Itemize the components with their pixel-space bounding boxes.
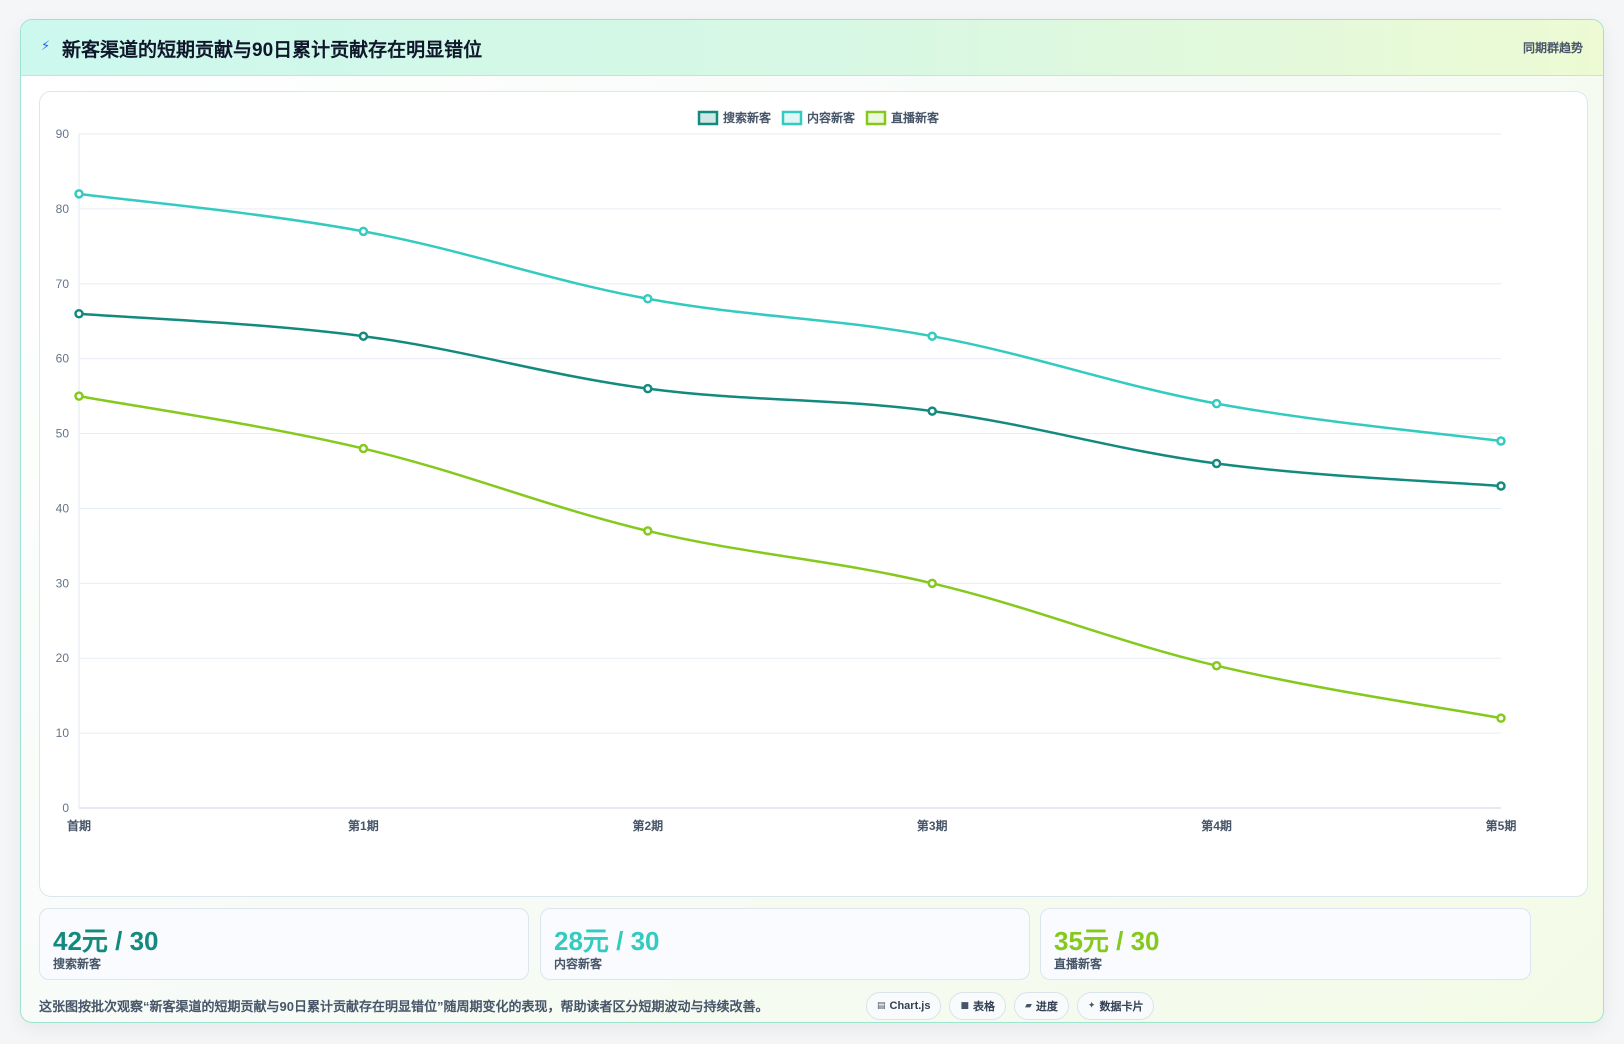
y-tick-label: 30 [56, 576, 70, 590]
y-tick-label: 40 [56, 501, 70, 515]
stat-card-search: 42元 / 30 搜索新客 [39, 908, 529, 980]
stat-label: 内容新客 [554, 957, 603, 971]
x-tick-label: 第4期 [1201, 818, 1232, 833]
chart-description: 这张图按批次观察“新客渠道的短期贡献与90日累计贡献存在明显错位”随周期变化的表… [39, 999, 769, 1014]
series-line-1 [78, 192, 1502, 443]
y-tick-label: 10 [56, 726, 70, 740]
data-point [1211, 398, 1222, 409]
stat-card-live: 35元 / 30 直播新客 [1040, 908, 1531, 980]
stat-value: 35元 / 30 [1054, 926, 1160, 956]
data-point [927, 578, 937, 589]
x-tick-label: 第1期 [348, 818, 379, 833]
series-line-0 [78, 312, 1502, 488]
chip-label: Chart.js [889, 1000, 931, 1012]
chip-label: 数据卡片 [1099, 1001, 1144, 1013]
data-point [643, 383, 653, 394]
data-point [1211, 660, 1222, 671]
data-point [74, 189, 84, 199]
x-tick-label: 首期 [67, 818, 91, 833]
data-point [358, 443, 369, 454]
x-tick-label: 第5期 [1486, 818, 1517, 833]
chart-icon: ▤ [877, 1001, 886, 1011]
y-tick-label: 70 [56, 277, 70, 291]
chip-chartjs[interactable]: ▤ Chart.js [866, 992, 942, 1020]
data-point [358, 226, 369, 237]
stat-label: 直播新客 [1054, 957, 1103, 971]
line-chart: 0 10 20 30 40 50 60 70 80 90 首期 第1期 第2期 第3期 第4期 第5期 搜索新客… [56, 110, 1517, 833]
chip-label: 进度 [1035, 1001, 1058, 1013]
chart-card: ⚡ 新客渠道的短期贡献与90日累计贡献存在明显错位 同期群趋势 0 10 20 30 4… [20, 19, 1604, 1023]
chip-table[interactable]: ■ 表格 [949, 992, 1006, 1020]
data-point [643, 294, 653, 304]
data-point [927, 406, 937, 416]
card-icon: ✦ [1087, 1001, 1096, 1011]
legend-swatch [697, 110, 719, 126]
header-tag: 同期群趋势 [1522, 41, 1583, 55]
y-tick-label: 0 [62, 801, 69, 815]
x-tick-label: 第3期 [917, 818, 948, 833]
table-icon: ■ [960, 1001, 969, 1011]
x-tick-label: 第2期 [632, 818, 663, 833]
series-line-2 [78, 394, 1502, 720]
data-point [1211, 458, 1222, 469]
legend-label: 内容新客 [807, 110, 856, 125]
data-point [1496, 436, 1506, 446]
y-tick-label: 80 [56, 202, 70, 216]
bolt-icon: ⚡ [41, 39, 51, 54]
data-point [643, 526, 653, 536]
legend-swatch [865, 110, 887, 126]
data-point [1496, 713, 1506, 723]
stat-value: 28元 / 30 [554, 926, 660, 956]
data-point [74, 391, 84, 401]
progress-icon: ▰ [1025, 1001, 1032, 1011]
y-tick-label: 90 [56, 127, 70, 141]
data-point [358, 331, 369, 341]
chip-label: 表格 [973, 1001, 995, 1013]
y-tick-label: 60 [56, 352, 70, 366]
chip-row: ▤ Chart.js ■ 表格 ▰ 进度 ✦ 数据卡片 [866, 992, 1155, 1020]
data-point [927, 331, 937, 341]
legend-label: 直播新客 [891, 110, 940, 125]
legend-label: 搜索新客 [723, 110, 772, 125]
data-point [1496, 481, 1506, 491]
y-tick-label: 50 [56, 427, 70, 441]
legend-swatch [781, 110, 803, 126]
page-title: 新客渠道的短期贡献与90日累计贡献存在明显错位 [62, 40, 483, 61]
stat-card-content: 28元 / 30 内容新客 [540, 908, 1030, 980]
card-header: ⚡ 新客渠道的短期贡献与90日累计贡献存在明显错位 同期群趋势 [21, 20, 1603, 76]
stat-value: 42元 / 30 [53, 926, 159, 956]
chip-data-card[interactable]: ✦ 数据卡片 [1076, 992, 1155, 1020]
y-tick-label: 20 [56, 651, 70, 665]
data-point [74, 308, 84, 319]
chart-panel: 0 10 20 30 40 50 60 70 80 90 首期 第1期 第2期 第3期 第4期 第5期 搜索新客… [39, 91, 1588, 897]
chip-progress[interactable]: ▰ 进度 [1014, 992, 1069, 1020]
stat-label: 搜索新客 [53, 957, 102, 971]
